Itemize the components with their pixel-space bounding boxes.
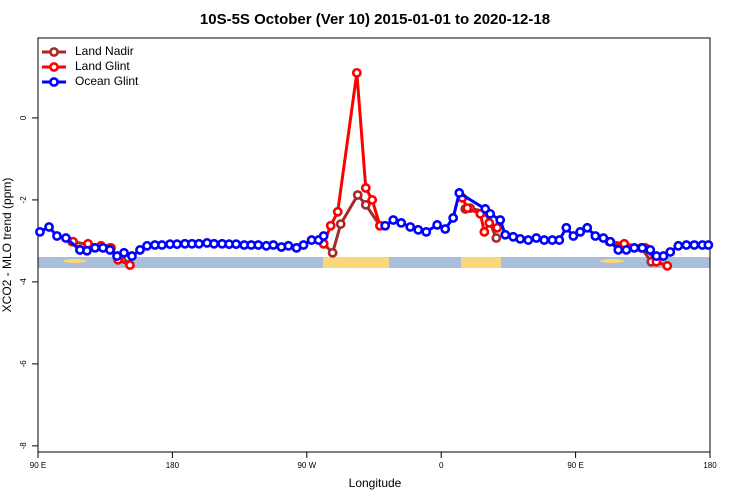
data-point — [568, 231, 579, 241]
data-point — [194, 238, 204, 249]
data-point — [554, 235, 565, 245]
data-point — [561, 222, 572, 233]
data-point — [209, 238, 219, 249]
data-point — [432, 220, 443, 230]
data-point — [491, 233, 502, 243]
island — [600, 259, 624, 263]
data-point — [575, 226, 586, 237]
data-point — [325, 220, 336, 231]
data-point — [523, 235, 534, 245]
data-point — [125, 260, 135, 270]
data-point — [298, 240, 309, 250]
data-point — [479, 226, 490, 237]
data-point — [454, 188, 465, 198]
data-point — [119, 247, 129, 258]
data-point — [673, 240, 684, 251]
data-point — [621, 245, 632, 255]
data-point — [231, 239, 242, 250]
data-point — [283, 240, 294, 251]
data-point — [703, 240, 714, 250]
land-band — [323, 257, 389, 268]
data-point — [52, 231, 62, 241]
data-point — [681, 240, 692, 250]
data-point — [492, 222, 503, 233]
data-point — [421, 226, 432, 237]
data-point — [35, 226, 45, 237]
legend-marker — [49, 77, 59, 87]
x-tick-label: 180 — [166, 461, 180, 470]
y-axis-label: XCO2 - MLO trend (ppm) — [0, 178, 14, 313]
data-point — [351, 67, 362, 78]
data-point — [157, 240, 167, 250]
data-point — [629, 242, 640, 253]
data-point — [440, 224, 451, 234]
data-point — [318, 231, 329, 241]
data-point — [360, 199, 371, 210]
data-point — [61, 233, 71, 243]
data-point — [268, 240, 279, 250]
data-point — [335, 219, 346, 229]
x-tick-label: 90 W — [297, 461, 316, 470]
data-point — [135, 245, 145, 255]
y-tick-label: -6 — [19, 360, 28, 368]
data-point — [360, 183, 371, 193]
data-point — [327, 247, 338, 258]
data-point — [590, 231, 601, 241]
data-point — [645, 245, 656, 255]
data-point — [172, 239, 182, 250]
data-point — [515, 233, 526, 244]
land-band — [461, 257, 501, 268]
x-axis-label: Longitude — [349, 476, 402, 490]
legend-marker — [49, 62, 59, 72]
data-point — [253, 240, 264, 250]
data-point — [598, 233, 609, 243]
y-tick-label: -4 — [19, 278, 28, 286]
y-tick-label: 0 — [19, 115, 28, 120]
data-point — [142, 240, 152, 251]
data-point — [448, 213, 459, 223]
data-point — [500, 229, 511, 240]
data-point — [413, 224, 424, 235]
data-point — [637, 242, 648, 253]
y-tick-label: -8 — [19, 442, 28, 450]
x-tick-label: 0 — [439, 461, 444, 470]
map-strip — [38, 257, 710, 268]
legend-label: Land Nadir — [75, 44, 134, 58]
data-point — [396, 217, 407, 228]
data-point — [613, 245, 624, 255]
legend-label: Ocean Glint — [75, 74, 139, 88]
data-point — [127, 251, 137, 261]
data-point — [352, 190, 363, 200]
data-point — [90, 242, 100, 253]
data-point — [105, 245, 115, 255]
data-point — [388, 215, 399, 225]
data-point — [689, 240, 700, 250]
data-point — [82, 245, 92, 256]
x-tick-label: 90 E — [30, 461, 46, 470]
legend-marker — [49, 47, 59, 57]
data-point — [539, 235, 550, 245]
x-tick-label: 90 E — [567, 461, 583, 470]
legend-label: Land Glint — [75, 59, 130, 73]
data-point — [462, 203, 473, 214]
data-point — [531, 233, 542, 243]
data-point — [658, 251, 669, 261]
data-point — [44, 222, 54, 232]
data-point — [484, 217, 495, 228]
data-point — [495, 215, 506, 225]
data-point — [405, 222, 416, 232]
x-tick-label: 180 — [703, 461, 717, 470]
data-point — [605, 236, 616, 247]
data-point — [367, 195, 378, 205]
data-point — [332, 206, 343, 217]
data-point — [665, 247, 676, 257]
data-point — [582, 222, 593, 233]
data-point — [485, 208, 496, 219]
island — [63, 259, 87, 263]
y-tick-label: -2 — [19, 196, 28, 204]
data-point — [662, 261, 673, 271]
data-point — [380, 220, 391, 231]
chart-title: 10S-5S October (Ver 10) 2015-01-01 to 20… — [200, 11, 550, 28]
